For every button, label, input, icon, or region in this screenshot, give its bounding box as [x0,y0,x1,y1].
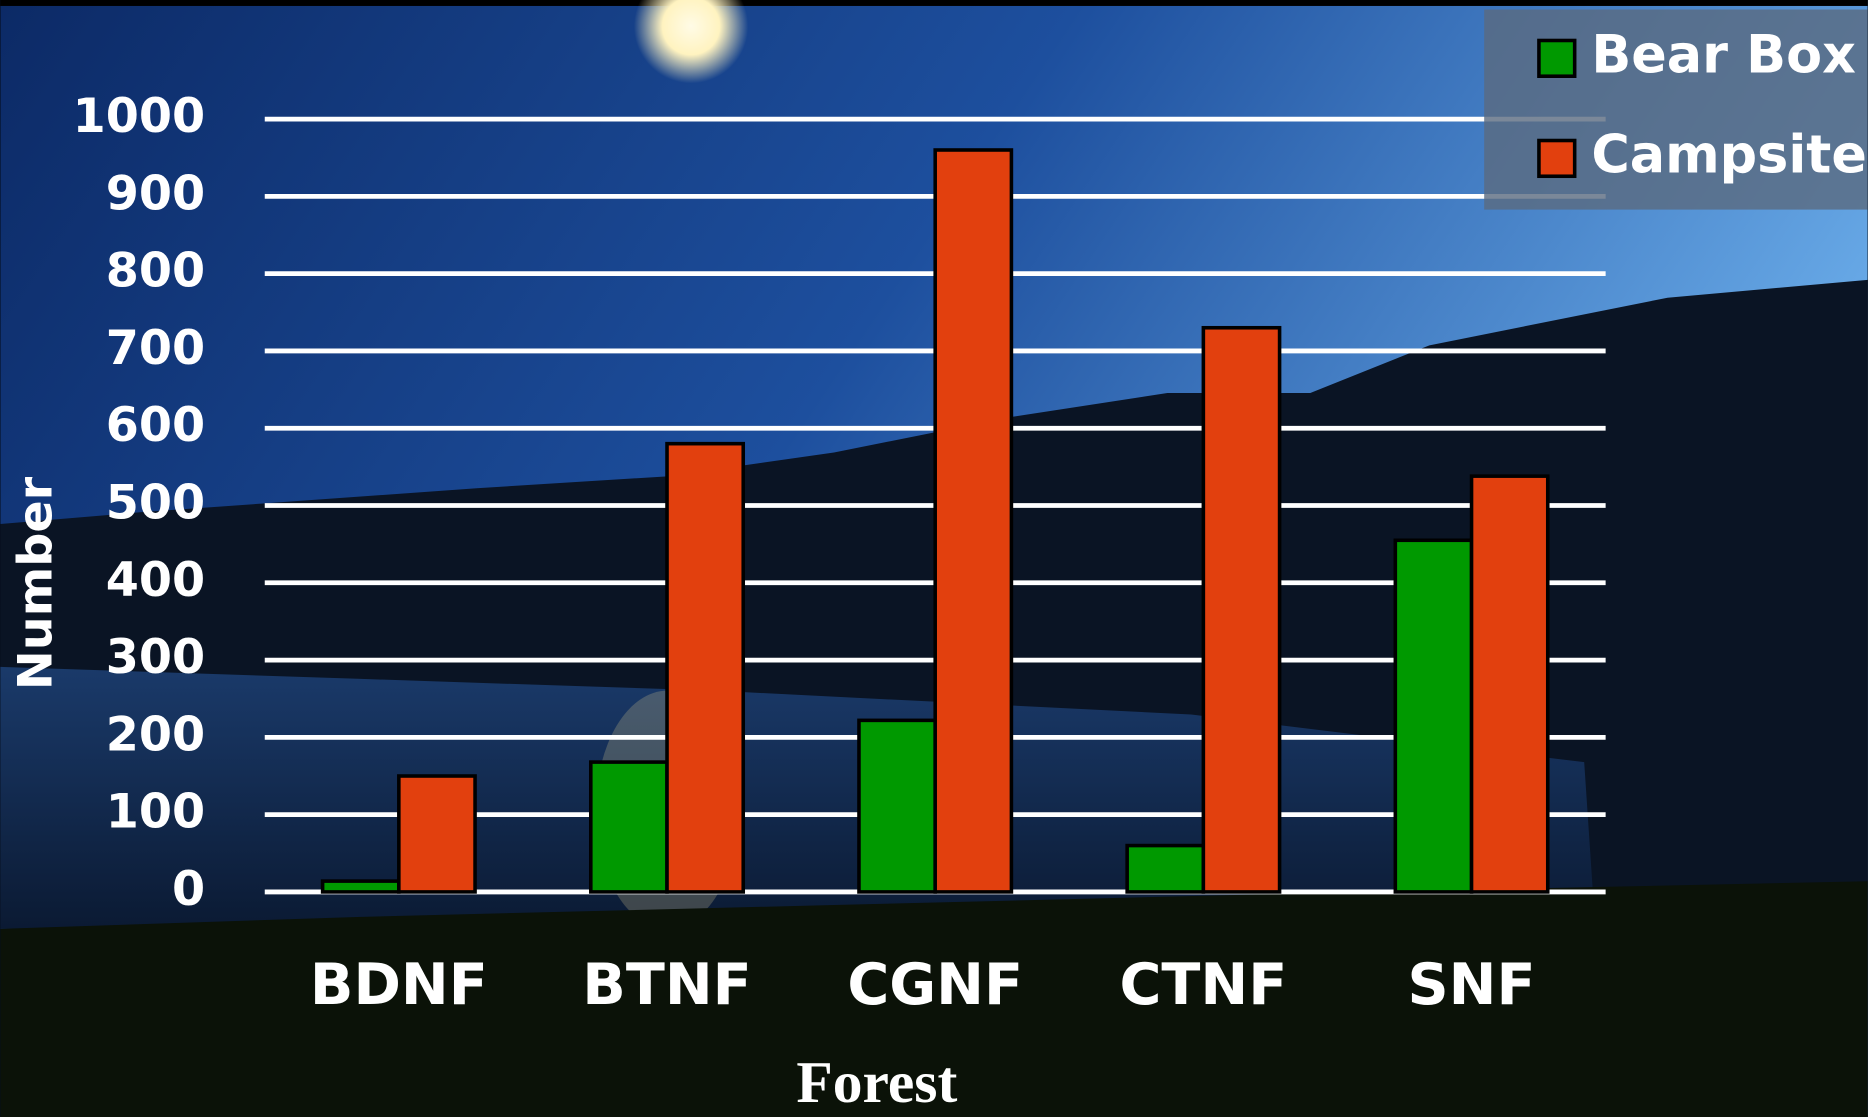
bar [665,441,746,894]
bar [1125,843,1206,894]
x-axis-label: Forest [796,1049,957,1115]
y-tick-label: 800 [106,244,205,299]
y-tick-label: 300 [106,630,205,685]
legend-swatch [1537,38,1577,78]
y-tick-label: 600 [106,398,205,453]
y-axis-label: Number [8,476,63,690]
x-tick-label: BTNF [582,952,751,1018]
bar [1201,325,1282,894]
y-tick-label: 200 [106,707,205,762]
bar [320,879,401,894]
x-tick-label: CTNF [1119,952,1287,1018]
y-tick-label: 400 [106,553,205,608]
x-tick-label: CGNF [847,952,1023,1018]
legend-label: Campsite [1591,124,1867,185]
legend-swatch [1537,138,1577,179]
legend: Bear Box Campsite [1484,9,1868,210]
y-tick-label: 700 [106,321,205,376]
bar [589,760,669,894]
legend-label: Bear Box [1591,24,1856,85]
grid: 0 100 200 300 400 500 600 700 800 900 1000 [73,89,1606,917]
y-tick-label: 500 [106,476,205,531]
y-tick-label: 100 [106,785,205,840]
x-tick-label: SNF [1408,952,1536,1018]
bar [1393,538,1474,894]
bar [857,718,937,894]
y-tick-label: 0 [172,862,205,917]
bar [933,148,1014,894]
bar [1469,474,1550,894]
y-tick-label: 900 [106,166,205,221]
y-tick-label: 1000 [73,89,206,144]
bar [397,774,477,894]
bars: BDNF BTNF CGNF CTNF SNF [310,148,1550,1018]
x-tick-label: BDNF [310,952,488,1018]
